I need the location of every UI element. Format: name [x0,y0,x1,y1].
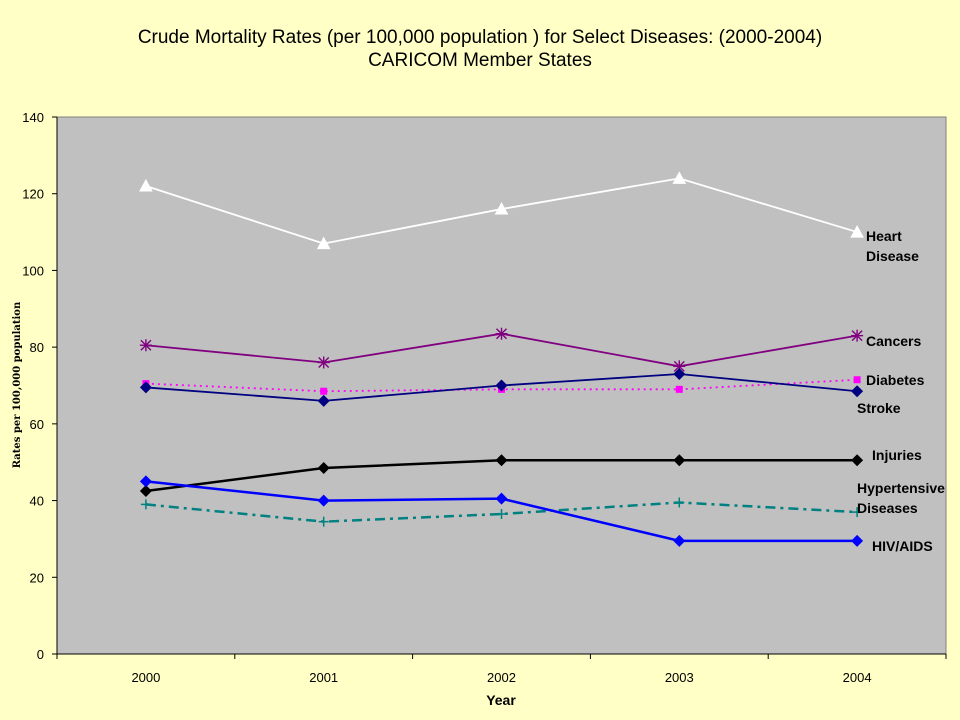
series-heart-disease [139,171,864,250]
x-tick-label: 2000 [131,670,160,685]
data-point-injuries [673,454,686,467]
x-tick-label: 2003 [665,670,694,685]
series-hiv-aids [139,475,864,547]
series-injuries [139,454,864,497]
data-point-stroke [317,394,330,407]
data-point-stroke [495,379,508,392]
y-tick-label: 140 [22,110,44,125]
y-tick-label: 120 [22,187,44,202]
data-point-injuries [495,454,508,467]
series-labels: Heart Disease Cancers Diabetes Stroke Injurie… [857,228,945,554]
marker-stroke [496,328,507,340]
data-point-hypertensive-diseases [496,508,507,519]
data-point-cancers [317,356,330,369]
series-label-hypertensive-diseases: Diseases [857,500,918,516]
series-stroke [139,367,864,407]
data-point-cancers [495,327,508,340]
data-point-hypertensive-diseases [318,516,329,527]
x-tick-label: 2004 [843,670,872,685]
y-axis-title: Rates per 100,000 population [12,301,23,468]
series-label-heart-disease: Heart [866,228,902,244]
y-tick-label: 0 [37,647,44,662]
data-point-stroke [673,367,686,380]
data-point-stroke [139,381,152,394]
data-point-diabetes [675,385,683,393]
data-point-hiv-aids [851,534,864,547]
data-point-heart-disease [494,202,509,215]
data-point-hiv-aids [317,494,330,507]
marker-stroke [673,360,685,372]
data-point-heart-disease [672,171,687,184]
data-point-hiv-aids [139,475,152,488]
series-label-hypertensive-diseases: Hypertensive [857,480,945,496]
series-label-injuries: Injuries [872,447,922,463]
x-tick-label: 2001 [309,670,338,685]
data-point-hiv-aids [673,534,686,547]
series-line-hypertensive-diseases [145,501,858,523]
x-tick-label: 2002 [487,670,516,685]
series-label-cancers: Cancers [866,333,921,349]
data-point-injuries [317,461,330,474]
data-point-cancers [851,329,864,342]
y-tick-label: 80 [30,340,44,355]
marker-stroke [318,356,330,368]
data-point-injuries [139,484,152,497]
data-point-hypertensive-diseases [140,499,151,510]
data-point-diabetes [853,376,861,384]
series-label-heart-disease: Disease [866,248,919,264]
series-label-hiv-aids: HIV/AIDS [872,538,933,554]
series-label-stroke: Stroke [857,400,901,416]
data-point-heart-disease [850,225,864,238]
data-point-hypertensive-diseases [674,497,685,508]
data-point-hiv-aids [495,492,508,505]
y-axis: 0 20 40 60 80 100 120 140 [22,110,58,662]
data-point-heart-disease [139,178,153,192]
y-tick-label: 100 [22,263,44,278]
data-point-diabetes [320,387,328,395]
series-cancers [139,327,864,373]
chart-title: Crude Mortality Rates (per 100,000 popul… [138,27,822,48]
series-hypertensive-diseases [140,497,863,527]
chart-subtitle: CARICOM Member States [368,50,592,71]
marker-stroke [851,330,863,342]
data-point-hypertensive-diseases [852,507,863,518]
x-axis: 2000 2001 2002 2003 2004 [56,653,947,685]
y-tick-label: 40 [30,494,44,509]
data-point-cancers [673,360,686,373]
series-layer [139,171,864,547]
data-point-stroke [851,385,864,398]
data-point-injuries [851,454,864,467]
marker-stroke [140,339,152,351]
data-point-cancers [139,339,152,352]
x-axis-title: Year [486,692,516,708]
y-tick-label: 60 [30,417,44,432]
data-point-heart-disease [316,236,331,250]
series-label-diabetes: Diabetes [866,372,925,388]
y-tick-label: 20 [30,570,44,585]
